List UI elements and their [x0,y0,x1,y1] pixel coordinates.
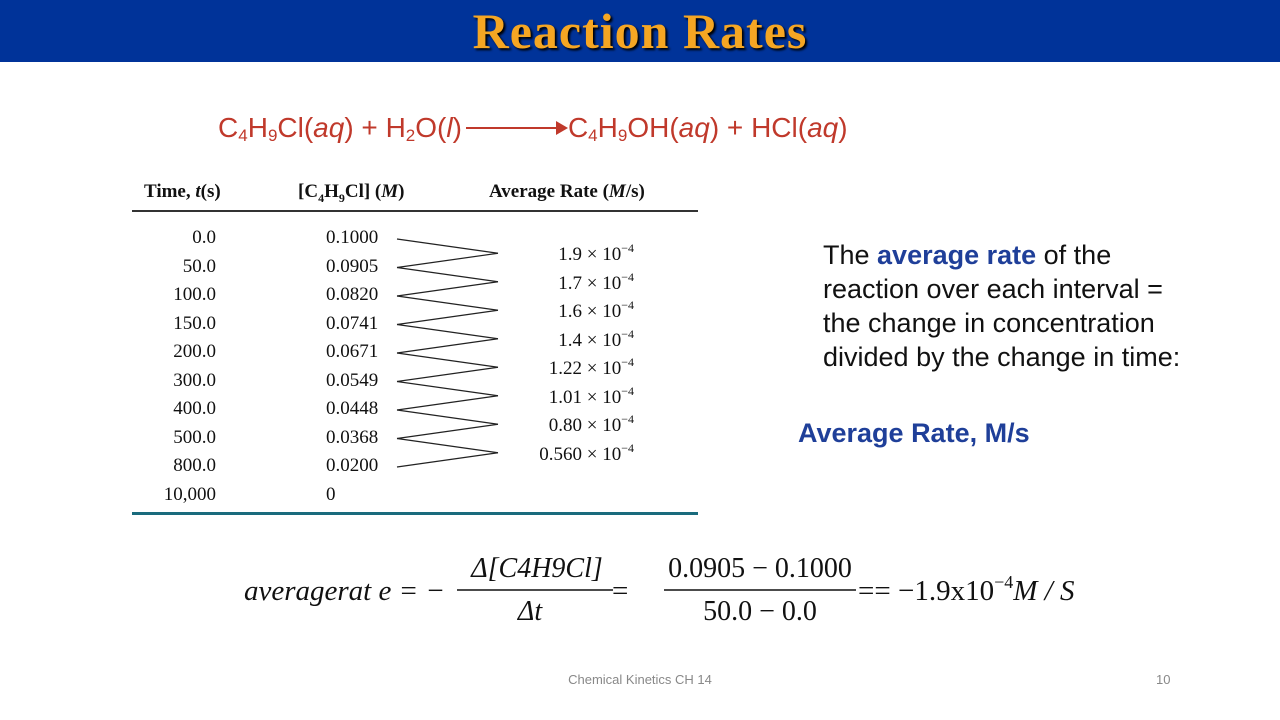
time-cell: 500.0 [173,426,216,448]
reaction-arrow-icon [465,120,568,135]
title-bar [0,0,1280,62]
time-cell: 400.0 [173,398,216,419]
connector-line [396,252,499,269]
time-cell: 50.0 [182,255,216,277]
connector-line [396,366,499,383]
connector-line [396,281,499,297]
connector-line [396,238,499,254]
connector-line [396,295,499,311]
header-divider [132,210,698,212]
description-text: The average rate of the reaction over ea… [823,240,1181,372]
connector-line [396,352,499,368]
concentration-cell: 0.0820 [326,284,379,305]
connector-line [396,380,499,397]
formula-equals: = [612,575,628,607]
formula-frac2-denominator: 50.0 − 0.0 [703,596,817,627]
average-rate-cell: 1.7 × 10−4 [558,269,634,294]
average-rate-label: Average Rate, M/s [798,418,1030,448]
connector-line [396,423,499,440]
time-cell: 300.0 [173,369,216,391]
connector-line [396,309,499,326]
formula-result: == −1.9x10−4M / S [858,572,1075,607]
concentration-cell: 0.0905 [326,255,379,277]
slide-title: Reaction Rates [472,3,808,59]
time-cell: 150.0 [173,312,216,334]
average-rate-cell: 1.22 × 10−4 [548,355,634,380]
time-cell: 100.0 [173,284,216,305]
time-cell: 10,000 [163,483,216,505]
time-cell: 0.0 [192,227,216,248]
connector-line [396,437,499,454]
rate-table: Time, t(s) [C4H9Cl] (M) Average Rate (M/… [132,172,698,518]
header-average-rate: Average Rate (M/s) [489,181,645,202]
formula-lhs: averagerat e = − [244,575,445,607]
time-cell: 200.0 [173,341,216,362]
zigzag-connector-lines [396,238,499,468]
time-cell: 800.0 [173,455,216,476]
average-rate-cell: 0.560 × 10−4 [539,440,634,465]
table-bottom-rule [132,512,698,515]
average-rate-cell: 1.01 × 10−4 [548,383,634,408]
header-time: Time, t(s) [144,181,221,202]
concentration-cell: 0.0448 [326,398,379,419]
concentration-cell: 0.0549 [326,369,379,391]
average-rate-formula: averagerat e = − Δ[C4H9Cl] Δt = 0.0905 −… [244,553,1075,627]
formula-frac2-numerator: 0.0905 − 0.1000 [668,553,852,584]
connector-line [396,452,499,468]
chemical-equation: C4H9Cl(aq) + H2O(l) C4H9OH(aq) + HCl(aq) [218,112,848,145]
footer-page-number: 10 [1156,672,1171,687]
average-rate-cell: 1.6 × 10−4 [558,298,634,323]
average-rate-cell: 0.80 × 10−4 [548,412,634,437]
formula-frac1-numerator: Δ[C4H9Cl] [470,553,603,584]
concentration-cell: 0.0741 [326,312,379,334]
concentration-cell: 0.0200 [326,455,379,476]
connector-line [396,266,499,283]
connector-line [396,409,499,425]
header-concentration: [C4H9Cl] (M) [298,181,405,205]
concentration-cell: 0.0671 [326,341,379,362]
concentration-cell: 0 [326,483,336,505]
connector-line [396,338,499,354]
connector-line [396,323,499,340]
formula-frac1-denominator: Δt [517,596,543,627]
connector-line [396,395,499,411]
average-rate-cell: 1.4 × 10−4 [558,326,634,351]
concentration-cell: 0.0368 [326,426,379,448]
average-rate-cell: 1.9 × 10−4 [558,241,634,266]
footer-course-label: Chemical Kinetics CH 14 [568,672,712,687]
concentration-cell: 0.1000 [326,227,379,248]
